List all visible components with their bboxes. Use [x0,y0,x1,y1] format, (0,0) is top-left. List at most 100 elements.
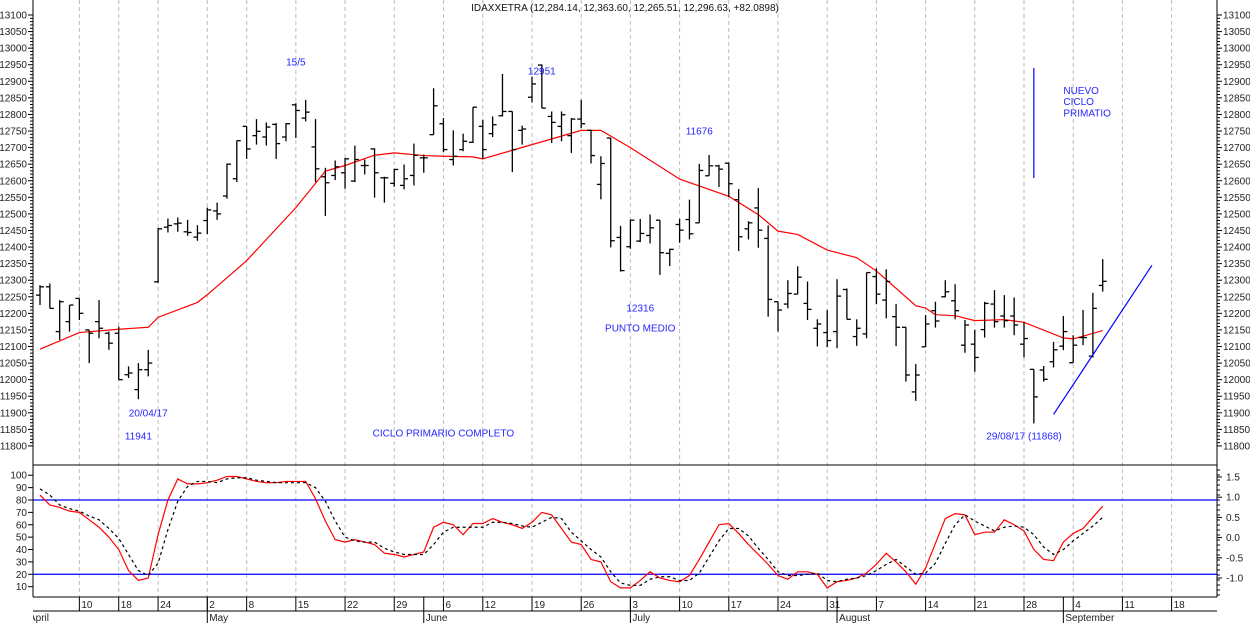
osc-tick-label-left: 10 [16,582,28,593]
y-tick-label-left: 13050 [0,27,27,38]
x-tick-label: 24 [160,600,172,611]
annotation-label: 20/04/17 [129,408,168,419]
y-tick-label-right: 12300 [1223,276,1250,287]
x-tick-label: 12 [485,600,497,611]
ohlc-bar [1069,335,1078,364]
trendline [1053,264,1153,415]
ohlc-bar [774,301,782,332]
annotation-label: CICLO PRIMARIO COMPLETO [373,429,515,440]
ohlc-bar [1010,297,1019,336]
osc-tick-label-right: -1.0 [1226,574,1244,585]
y-tick-label-left: 12500 [0,209,27,220]
y-tick-label-right: 12850 [1223,93,1250,104]
y-tick-label-right: 12650 [1223,160,1250,171]
y-tick-label-right: 12700 [1223,143,1250,154]
ohlc-bar [272,123,281,159]
ohlc-bar [537,64,546,109]
y-tick-label-left: 12300 [0,276,27,287]
y-tick-label-right: 12000 [1223,375,1250,386]
ohlc-bar [508,110,517,173]
osc-tick-label-right: 1.0 [1226,493,1240,504]
y-tick-label-right: 12150 [1223,325,1250,336]
y-tick-label-right: 12450 [1223,226,1250,237]
annotation-label: CICLO [1063,97,1094,108]
x-tick-label: 10 [682,600,694,611]
ohlc-bar [941,280,950,298]
ohlc-bar [764,225,773,317]
y-tick-label-left: 12000 [0,375,27,386]
ohlc-bar [1049,341,1058,368]
ohlc-bar [498,74,507,117]
ohlc-bar [85,329,94,364]
y-tick-label-left: 12600 [0,176,27,187]
ohlc-bar [360,159,369,175]
y-tick-label-left: 12200 [0,309,27,320]
ohlc-bar [734,189,743,252]
x-tick-label: 28 [1026,600,1038,611]
ohlc-bar [429,88,438,136]
ohlc-bar [232,139,241,183]
ohlc-bar [744,221,753,240]
ohlc-bar [606,137,615,248]
ohlc-bar [1029,368,1038,424]
y-tick-label-right: 12050 [1223,359,1250,370]
ohlc-bar [1079,310,1088,346]
ohlc-bar [823,310,832,348]
y-tick-label-right: 12350 [1223,259,1250,270]
ohlc-bar [459,133,468,152]
annotation-label: 12316 [626,304,654,315]
annotations: 15/5 12951 20/04/17 11941 11676 12316 PUNTO ME… [125,58,1111,443]
ohlc-bar [193,225,202,241]
ohlc-bar [646,214,655,244]
ohlc-bar [685,199,694,240]
ohlc-bar [449,130,458,166]
ohlc-bar [478,119,487,159]
x-tick-label: 15 [298,600,310,611]
ohlc-bar [813,319,822,347]
ohlc-bar [291,103,300,138]
ohlc-bar [911,364,920,401]
y-tick-label-right: 12250 [1223,292,1250,303]
y-tick-label-left: 12800 [0,110,27,121]
x-tick-label: 8 [249,600,255,611]
y-tick-label-left: 12350 [0,259,27,270]
y-tick-label-right: 12500 [1223,209,1250,220]
x-tick-label: 11 [1124,600,1135,611]
ohlc-bar [587,129,596,164]
oscillator-signal-line [39,477,1104,587]
ohlc-bar [488,116,497,137]
moving-average [39,129,1103,350]
y-tick-label-left: 12900 [0,77,27,88]
y-tick-label-right: 12100 [1223,342,1250,353]
ohlc-bar [242,125,251,159]
ohlc-bar [311,119,320,183]
y-tick-label-left: 11800 [0,441,27,452]
ohlc-bar [862,271,871,339]
ohlc-bar [557,111,566,142]
x-tick-label: 19 [534,600,546,611]
ohlc-bar [154,228,163,283]
annotation-label: 12951 [528,67,556,78]
x-tick-label: 31 [829,600,841,611]
ohlc-bar [951,284,960,320]
ohlc-bar [390,168,399,187]
ohlc-bar [65,304,74,332]
y-tick-label-left: 12250 [0,292,27,303]
ohlc-bar [341,157,350,189]
y-tick-label-right: 11950 [1223,392,1250,403]
osc-tick-label-left: 30 [16,557,28,568]
ohlc-bar [439,118,448,153]
y-tick-label-right: 12550 [1223,193,1250,204]
osc-tick-label-left: 100 [10,471,27,482]
y-tick-label-left: 13100 [0,11,27,22]
ohlc-bar [970,329,979,372]
ohlc-bar [222,163,231,199]
ohlc-bar [783,280,792,309]
y-tick-label-left: 11850 [0,425,27,436]
ohlc-bar [282,123,290,142]
ohlc-bar [665,248,674,266]
y-tick-label-right: 13050 [1223,27,1250,38]
ohlc-bar [528,76,536,103]
ohlc-bar [1000,295,1009,328]
